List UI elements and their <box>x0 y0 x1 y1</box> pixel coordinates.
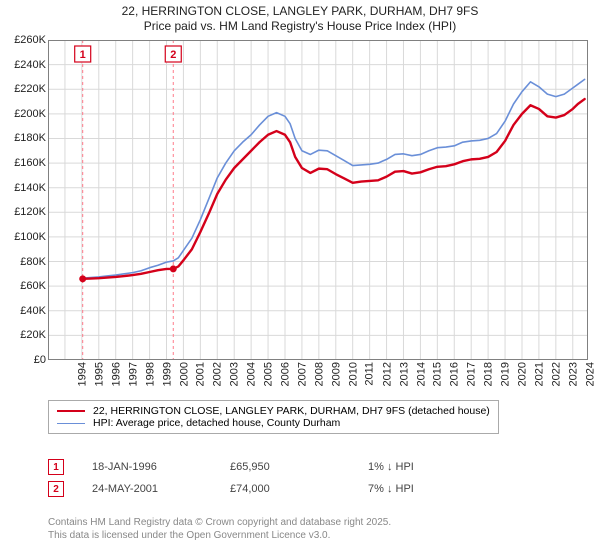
x-tick-label: 2009 <box>330 362 342 386</box>
chart-title-line1: 22, HERRINGTON CLOSE, LANGLEY PARK, DURH… <box>0 4 600 19</box>
y-tick-label: £240K <box>14 59 48 71</box>
sale-point-date: 24-MAY-2001 <box>92 483 202 495</box>
legend: 22, HERRINGTON CLOSE, LANGLEY PARK, DURH… <box>48 400 588 434</box>
x-tick-label: 2008 <box>313 362 325 386</box>
x-tick-label: 2000 <box>178 362 190 386</box>
y-tick-label: £180K <box>14 132 48 144</box>
svg-text:2: 2 <box>170 49 176 61</box>
sale-point-price: £65,950 <box>230 461 340 473</box>
x-tick-label: 1995 <box>93 362 105 386</box>
sale-point-marker-box: 2 <box>48 481 64 497</box>
sale-points-table: 1 18-JAN-1996 £65,950 1% ↓ HPI 2 24-MAY-2001 £… <box>48 456 588 500</box>
svg-text:1: 1 <box>80 49 86 61</box>
x-tick-label: 2002 <box>212 362 224 386</box>
y-tick-label: £160K <box>14 157 48 169</box>
legend-swatch <box>57 410 85 412</box>
x-tick-label: 2005 <box>263 362 275 386</box>
x-tick-label: 1998 <box>144 362 156 386</box>
x-tick-label: 2012 <box>381 362 393 386</box>
legend-swatch <box>57 423 85 424</box>
x-tick-label: 1997 <box>127 362 139 386</box>
legend-label: 22, HERRINGTON CLOSE, LANGLEY PARK, DURH… <box>93 405 490 417</box>
x-tick-label: 2006 <box>280 362 292 386</box>
legend-box: 22, HERRINGTON CLOSE, LANGLEY PARK, DURH… <box>48 400 499 434</box>
x-tick-label: 2003 <box>229 362 241 386</box>
x-tick-label: 2019 <box>500 362 512 386</box>
y-tick-label: £200K <box>14 108 48 120</box>
y-tick-label: £80K <box>20 256 48 268</box>
sale-point-marker-box: 1 <box>48 459 64 475</box>
x-tick-label: 2020 <box>517 362 529 386</box>
x-tick-label: 1999 <box>161 362 173 386</box>
footer-attribution: Contains HM Land Registry data © Crown c… <box>48 516 588 542</box>
x-tick-label: 2023 <box>567 362 579 386</box>
y-tick-label: £20K <box>20 329 48 341</box>
y-tick-label: £60K <box>20 280 48 292</box>
chart-title-line2: Price paid vs. HM Land Registry's House … <box>0 19 600 34</box>
y-tick-label: £100K <box>14 231 48 243</box>
footer-line2: This data is licensed under the Open Gov… <box>48 529 588 542</box>
chart-title: 22, HERRINGTON CLOSE, LANGLEY PARK, DURH… <box>0 4 600 34</box>
x-tick-label: 2017 <box>466 362 478 386</box>
x-tick-label: 2021 <box>534 362 546 386</box>
x-tick-label: 1994 <box>76 362 88 386</box>
x-tick-label: 2022 <box>550 362 562 386</box>
x-tick-label: 2018 <box>483 362 495 386</box>
x-tick-label: 2010 <box>347 362 359 386</box>
y-tick-label: £220K <box>14 83 48 95</box>
x-tick-label: 2007 <box>297 362 309 386</box>
x-tick-label: 2013 <box>398 362 410 386</box>
x-tick-label: 2016 <box>449 362 461 386</box>
sale-point-row: 1 18-JAN-1996 £65,950 1% ↓ HPI <box>48 456 588 478</box>
y-tick-label: £120K <box>14 206 48 218</box>
x-tick-label: 2015 <box>432 362 444 386</box>
sale-point-row: 2 24-MAY-2001 £74,000 7% ↓ HPI <box>48 478 588 500</box>
sale-point-delta: 1% ↓ HPI <box>368 461 478 473</box>
chart-svg: 12 <box>48 40 588 360</box>
sale-point-date: 18-JAN-1996 <box>92 461 202 473</box>
y-tick-label: £140K <box>14 182 48 194</box>
x-tick-label: 2024 <box>584 362 596 386</box>
figure: { "title_line1": "22, HERRINGTON CLOSE, … <box>0 0 600 560</box>
legend-row: 22, HERRINGTON CLOSE, LANGLEY PARK, DURH… <box>57 405 490 417</box>
x-tick-label: 2014 <box>415 362 427 386</box>
x-tick-label: 1996 <box>110 362 122 386</box>
legend-row: HPI: Average price, detached house, Coun… <box>57 417 490 429</box>
x-tick-label: 2011 <box>363 362 375 386</box>
y-tick-label: £260K <box>14 34 48 46</box>
sale-point-delta: 7% ↓ HPI <box>368 483 478 495</box>
x-tick-label: 2001 <box>195 362 207 386</box>
plot-area: 12 £0£20K£40K£60K£80K£100K£120K£140K£160… <box>48 40 588 360</box>
sale-point-price: £74,000 <box>230 483 340 495</box>
x-tick-label: 2004 <box>246 362 258 386</box>
y-tick-label: £0 <box>34 354 48 366</box>
y-tick-label: £40K <box>20 305 48 317</box>
footer-line1: Contains HM Land Registry data © Crown c… <box>48 516 588 529</box>
legend-label: HPI: Average price, detached house, Coun… <box>93 417 340 429</box>
